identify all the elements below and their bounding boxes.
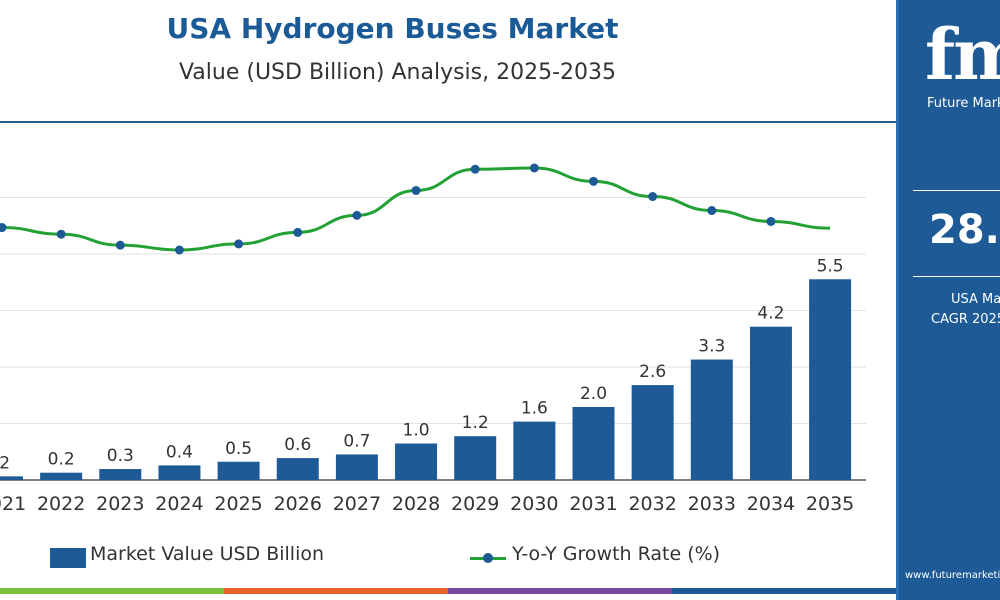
strip-segment-purple [448, 588, 672, 594]
website-link[interactable]: www.futuremarketinsights.com [905, 570, 1000, 581]
growth-point [0, 223, 7, 233]
bar-value-label: 0.6 [284, 435, 311, 455]
growth-point [529, 163, 539, 173]
bar [572, 407, 615, 480]
growth-point [352, 210, 362, 220]
x-tick-label: 2025 [214, 493, 262, 515]
chart-title: USA Hydrogen Buses Market [166, 12, 619, 45]
cagr-caption-line1: USA Market [951, 292, 1000, 307]
bar [217, 461, 260, 480]
growth-point [411, 185, 421, 195]
bar [40, 472, 83, 480]
x-tick-label: 2032 [628, 493, 676, 515]
growth-point [56, 229, 66, 239]
bar-value-label: 0.3 [107, 446, 134, 466]
bar-value-label: 1.6 [521, 399, 548, 419]
growth-point [174, 245, 184, 255]
legend-line-marker [483, 553, 493, 563]
growth-point [766, 216, 776, 226]
x-tick-label: 2024 [155, 493, 203, 515]
logo-caption: Future Market Insights [927, 96, 1000, 111]
bar-value-label: .2 [0, 453, 10, 473]
cagr-caption-line2: CAGR 2025-2035 [931, 312, 1000, 327]
bar [158, 465, 201, 480]
growth-point [589, 176, 598, 186]
panel-divider-bottom [913, 276, 1000, 277]
bar [513, 421, 556, 480]
x-tick-label: 2030 [510, 493, 558, 515]
bar [0, 476, 23, 480]
x-tick-label: 2028 [392, 493, 440, 515]
chart-plot: .2 2021 0.2 2022 0.3 2023 0.4 2024 0.5 2025 0.6 202… [0, 163, 866, 515]
growth-point [470, 164, 480, 174]
growth-point [707, 206, 717, 216]
bar [99, 469, 142, 480]
bar-value-label: 2.0 [580, 384, 607, 404]
strip-segment-orange [224, 588, 448, 594]
x-tick-label: 2023 [96, 493, 144, 515]
chart-legend: Market Value USD Billion Y-o-Y Growth Ra… [0, 540, 896, 570]
x-tick-label: 2035 [806, 493, 854, 515]
bar-value-label: 1.2 [462, 413, 489, 433]
bar-value-label: 1.0 [403, 421, 430, 441]
growth-point [234, 239, 244, 249]
bar [335, 454, 378, 480]
bar-value-label: 4.2 [757, 304, 784, 324]
bar-value-label: 0.4 [166, 442, 193, 462]
bar [631, 385, 674, 480]
x-tick-label: 2027 [333, 493, 381, 515]
legend-bar-label: Market Value USD Billion [90, 543, 325, 565]
growth-point [648, 192, 658, 202]
title-divider [0, 121, 896, 123]
bar [690, 359, 733, 480]
x-tick-label: 2033 [688, 493, 736, 515]
bar-value-label: 5.5 [817, 256, 844, 276]
bar [276, 458, 319, 480]
bottom-color-strip [0, 588, 896, 600]
legend-bar-swatch [50, 548, 86, 568]
growth-point [115, 240, 125, 250]
bar-value-label: 0.5 [225, 439, 252, 459]
side-panel: fmi Future Market Insights 28.3% USA Mar… [896, 0, 1000, 600]
bar [454, 436, 497, 480]
bar [395, 443, 438, 480]
bar-value-label: 2.6 [639, 362, 666, 382]
panel-divider-top [913, 190, 1000, 191]
bar-value-label: 0.2 [48, 450, 75, 470]
growth-point [293, 227, 303, 237]
bar-value-label: 0.7 [343, 431, 370, 451]
bar-value-label: 3.3 [698, 337, 725, 357]
bar [749, 326, 792, 480]
strip-segment-blue [672, 588, 896, 594]
chart-subtitle: Value (USD Billion) Analysis, 2025-2035 [178, 60, 617, 85]
cagr-value: 28.3% [929, 207, 1000, 253]
x-tick-label: 2034 [747, 493, 795, 515]
legend-line-label: Y-o-Y Growth Rate (%) [512, 543, 721, 565]
fmi-logo: fmi [925, 13, 1000, 96]
bar [809, 279, 852, 480]
growth-line [1, 166, 831, 252]
x-tick-label: 2031 [569, 493, 617, 515]
x-tick-label: 2026 [274, 493, 322, 515]
x-tick-label: 2022 [37, 493, 85, 515]
x-tick-label: 2029 [451, 493, 499, 515]
strip-segment-green [0, 588, 224, 594]
x-tick-label: 2021 [0, 493, 26, 515]
